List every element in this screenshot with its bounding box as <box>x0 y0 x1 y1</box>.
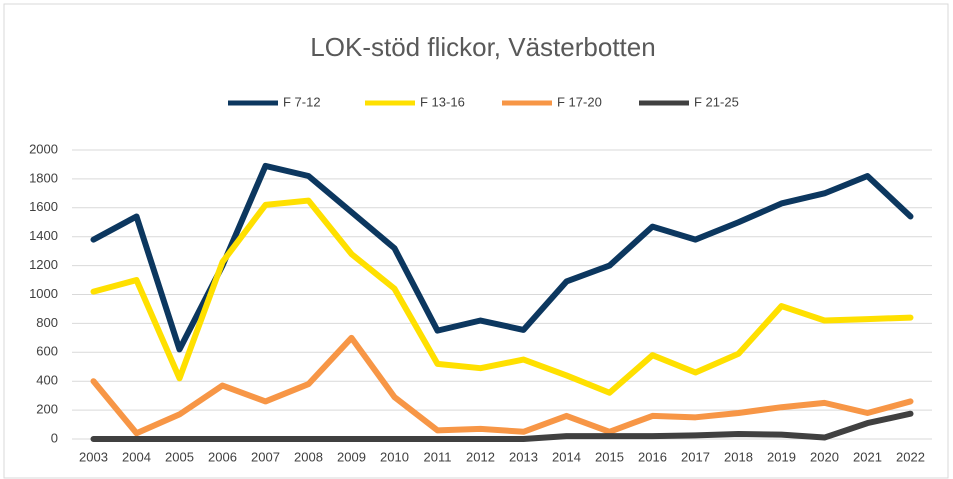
x-tick-label: 2014 <box>552 449 581 464</box>
x-tick-label: 2017 <box>681 449 710 464</box>
x-tick-label: 2012 <box>466 449 495 464</box>
y-tick-label: 200 <box>36 402 58 417</box>
y-tick-label: 2000 <box>29 141 58 156</box>
chart-title: LOK-stöd flickor, Västerbotten <box>310 32 655 62</box>
legend-label: F 21-25 <box>694 94 739 109</box>
series-line <box>90 410 914 442</box>
x-tick-label: 2005 <box>165 449 194 464</box>
x-tick-label: 2003 <box>79 449 108 464</box>
chart-border <box>3 3 949 479</box>
y-tick-label: 800 <box>36 315 58 330</box>
y-tick-label: 400 <box>36 373 58 388</box>
x-tick-label: 2004 <box>122 449 151 464</box>
x-tick-label: 2010 <box>380 449 409 464</box>
y-tick-label: 600 <box>36 344 58 359</box>
x-tick-label: 2006 <box>208 449 237 464</box>
x-tick-label: 2020 <box>810 449 839 464</box>
x-tick-label: 2018 <box>724 449 753 464</box>
x-tick-label: 2016 <box>638 449 667 464</box>
y-tick-label: 1600 <box>29 199 58 214</box>
x-tick-label: 2013 <box>509 449 538 464</box>
y-tick-label: 1000 <box>29 286 58 301</box>
series-line <box>90 334 914 437</box>
y-tick-label: 1400 <box>29 228 58 243</box>
legend-label: F 7-12 <box>283 94 321 109</box>
x-tick-label: 2021 <box>853 449 882 464</box>
y-tick-label: 0 <box>51 430 58 445</box>
x-tick-label: 2008 <box>294 449 323 464</box>
x-tick-label: 2022 <box>896 449 925 464</box>
x-tick-label: 2019 <box>767 449 796 464</box>
series-line <box>90 197 914 396</box>
x-tick-label: 2015 <box>595 449 624 464</box>
y-tick-label: 1200 <box>29 257 58 272</box>
legend-label: F 13-16 <box>420 94 465 109</box>
legend-label: F 17-20 <box>557 94 602 109</box>
y-tick-label: 1800 <box>29 170 58 185</box>
x-tick-label: 2009 <box>337 449 366 464</box>
x-tick-label: 2011 <box>424 449 452 464</box>
x-tick-label: 2007 <box>251 449 280 464</box>
